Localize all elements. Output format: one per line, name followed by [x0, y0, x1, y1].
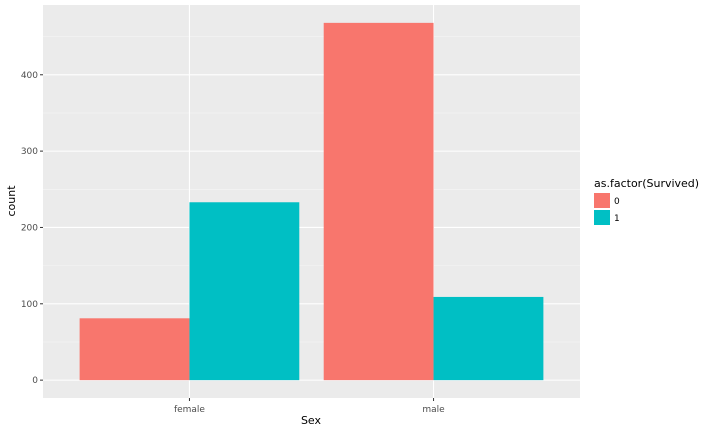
x-axis-ticks: female male [174, 398, 445, 415]
y-tick-label: 400 [21, 71, 38, 81]
bar-male-survived-1 [433, 296, 544, 381]
bar-male-survived-0 [323, 22, 434, 381]
bar-female-survived-0 [79, 318, 190, 381]
legend-key-1 [594, 210, 610, 225]
y-axis-title: count [5, 185, 18, 217]
x-axis-title: Sex [301, 414, 322, 427]
x-tick-label: male [422, 405, 445, 415]
y-tick-label: 100 [21, 300, 38, 310]
legend: as.factor(Survived) 0 1 [594, 177, 699, 225]
legend-title: as.factor(Survived) [594, 177, 699, 190]
x-tick-label: female [174, 405, 205, 415]
legend-label-1: 1 [614, 214, 620, 224]
bars [79, 22, 544, 381]
bar-female-survived-1 [189, 202, 300, 381]
y-axis-ticks: 0 100 200 300 400 [21, 71, 43, 386]
legend-key-0 [594, 193, 610, 208]
legend-label-0: 0 [614, 197, 620, 207]
y-tick-label: 0 [32, 376, 38, 386]
y-tick-label: 200 [21, 223, 38, 233]
y-tick-label: 300 [21, 147, 38, 157]
